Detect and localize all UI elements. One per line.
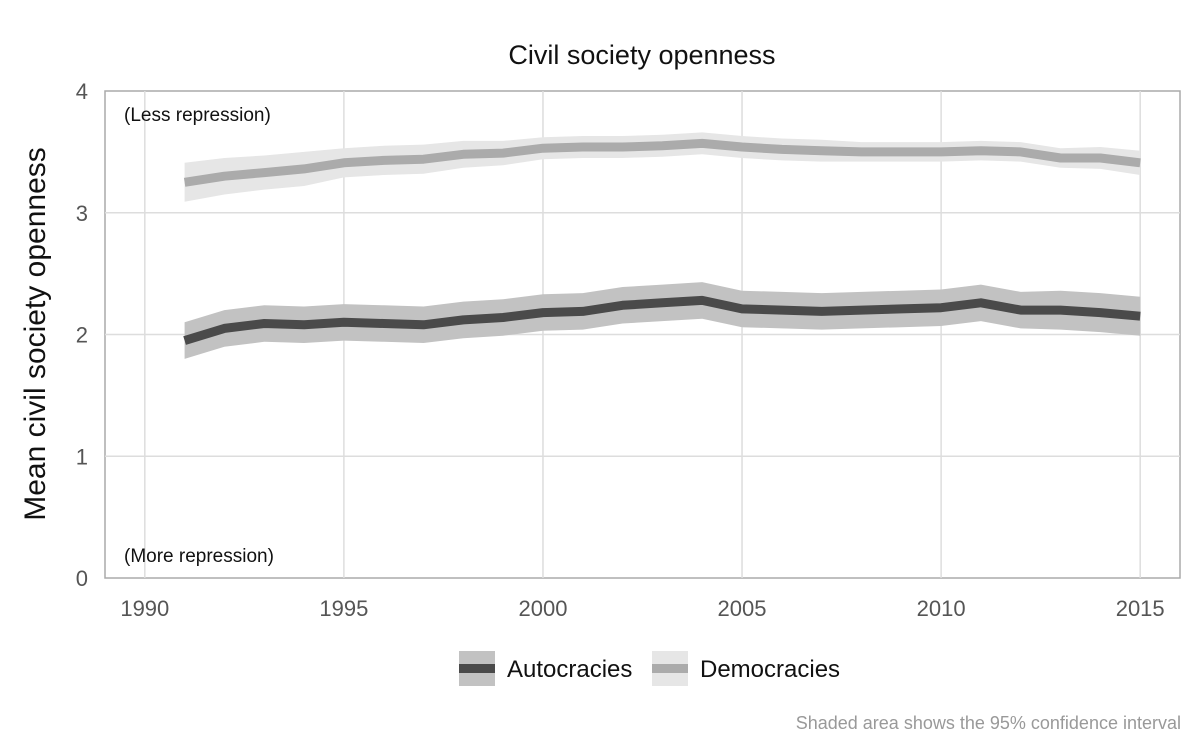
x-tick-label-2010: 2010 xyxy=(917,596,966,621)
chart-title: Civil society openness xyxy=(508,40,775,70)
axis-ticks: 1990 1995 2000 2005 2010 2015 0 1 2 3 4 xyxy=(76,79,1165,621)
y-tick-label-2: 2 xyxy=(76,323,88,348)
band-autocracies xyxy=(184,282,1141,359)
legend-item-autocracies: Autocracies xyxy=(459,651,632,686)
legend: Autocracies Democracies xyxy=(459,651,840,686)
x-tick-label-1990: 1990 xyxy=(120,596,169,621)
x-tick-label-2005: 2005 xyxy=(718,596,767,621)
legend-label-democracies: Democracies xyxy=(700,656,840,683)
caption: Shaded area shows the 95% confidence int… xyxy=(796,713,1181,733)
y-tick-label-0: 0 xyxy=(76,566,88,591)
line-autocracies xyxy=(183,295,1141,345)
annotation-less-repression: (Less repression) xyxy=(124,105,271,126)
x-tick-label-2015: 2015 xyxy=(1116,596,1165,621)
line-democracies xyxy=(183,138,1141,187)
series-lines xyxy=(183,138,1141,345)
y-axis-label: Mean civil society openness xyxy=(19,147,52,521)
x-tick-label-1995: 1995 xyxy=(319,596,368,621)
annotation-more-repression: (More repression) xyxy=(124,546,274,567)
legend-item-democracies: Democracies xyxy=(652,651,840,686)
y-tick-label-4: 4 xyxy=(76,79,88,104)
legend-label-autocracies: Autocracies xyxy=(507,656,632,683)
y-tick-label-3: 3 xyxy=(76,201,88,226)
x-tick-label-2000: 2000 xyxy=(518,596,567,621)
y-tick-label-1: 1 xyxy=(76,444,88,469)
